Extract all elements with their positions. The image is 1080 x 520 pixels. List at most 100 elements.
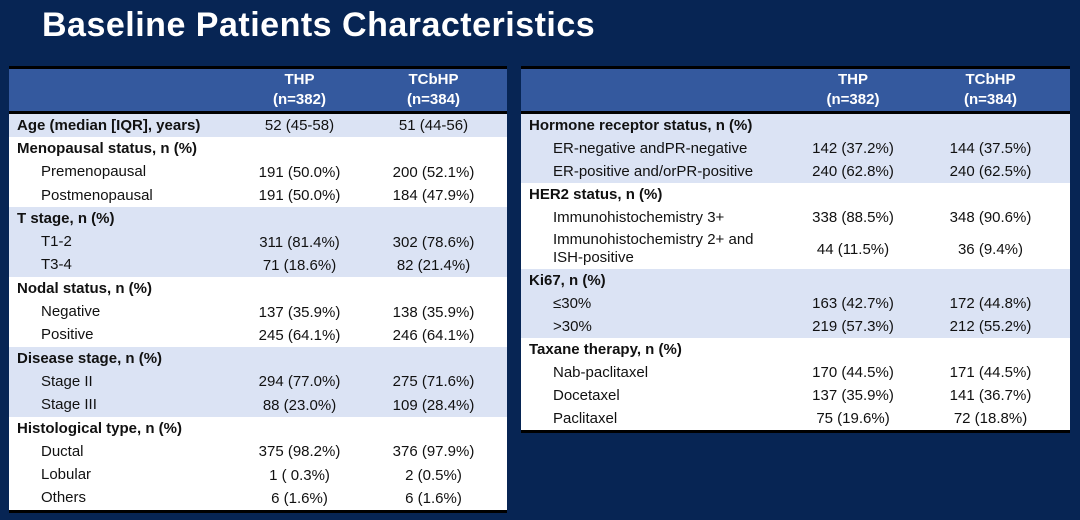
table-row: Disease stage, n (%) xyxy=(9,346,507,371)
page-title: Baseline Patients Characteristics xyxy=(42,6,596,44)
table-row: ≤30% 163 (42.7%) 172 (44.8%) xyxy=(521,292,1070,315)
header-col-thp-n: (n=382) xyxy=(273,91,326,108)
header-col-thp: THP (n=382) xyxy=(783,70,923,110)
row-label: >30% xyxy=(553,317,592,335)
thp-value: 44 (11.5%) xyxy=(816,240,890,258)
table-row: Docetaxel 137 (35.9%) 141 (36.7%) xyxy=(521,384,1070,407)
header-col-tcbhp: TCbHP (n=384) xyxy=(923,70,1058,110)
row-label: Taxane therapy, n (%) xyxy=(529,340,682,358)
table-row: Premenopausal 191 (50.0%) 200 (52.1%) xyxy=(9,160,507,184)
thp-value: 1 ( 0.3%) xyxy=(269,466,330,484)
thp-value: 311 (81.4%) xyxy=(259,233,340,251)
row-label: Age (median [IQR], years) xyxy=(17,116,201,134)
row-label: Histological type, n (%) xyxy=(17,419,183,437)
table-row: Taxane therapy, n (%) xyxy=(521,338,1070,361)
thp-value: 338 (88.5%) xyxy=(812,209,894,226)
tcbhp-value: 171 (44.5%) xyxy=(949,364,1032,381)
row-label: Negative xyxy=(41,303,101,321)
row-label: Lobular xyxy=(41,466,92,484)
row-label: Paclitaxel xyxy=(553,409,618,427)
table-row: Nodal status, n (%) xyxy=(9,277,507,301)
row-label: ER-negative andPR-negative xyxy=(553,139,748,157)
row-label: ≤30% xyxy=(553,294,592,312)
thp-value: 375 (98.2%) xyxy=(258,443,341,461)
tcbhp-value: 36 (9.4%) xyxy=(957,240,1024,258)
header-col-tcbhp-n: (n=384) xyxy=(964,91,1017,108)
row-label: Immunohistochemistry 2+ and ISH-positive xyxy=(553,231,754,266)
table-row: Lobular 1 ( 0.3%) 2 (0.5%) xyxy=(9,463,507,487)
thp-value: 170 (44.5%) xyxy=(812,364,894,381)
row-label: Others xyxy=(41,489,87,507)
row-label: Premenopausal xyxy=(41,163,147,181)
row-label: Ductal xyxy=(41,442,84,460)
table-row: Positive 245 (64.1%) 246 (64.1%) xyxy=(9,323,507,347)
tcbhp-value: 109 (28.4%) xyxy=(392,396,475,414)
table-row: ER-positive and/orPR-positive 240 (62.8%)… xyxy=(521,160,1070,183)
table-row: Ductal 375 (98.2%) 376 (97.9%) xyxy=(9,440,507,464)
thp-value: 294 (77.0%) xyxy=(258,373,341,391)
tcbhp-value: 144 (37.5%) xyxy=(949,140,1032,157)
tcbhp-value: 82 (21.4%) xyxy=(396,256,471,274)
tcbhp-value: 6 (1.6%) xyxy=(405,489,462,507)
table-row: Nab-paclitaxel 170 (44.5%) 171 (44.5%) xyxy=(521,361,1070,384)
thp-value: 137 (35.9%) xyxy=(258,303,341,321)
row-label: Disease stage, n (%) xyxy=(17,349,163,367)
table-row: T1-2 311 (81.4%) 302 (78.6%) xyxy=(9,230,507,254)
row-label: Immunohistochemistry 3+ xyxy=(553,208,725,226)
header-col-tcbhp-name: TCbHP xyxy=(408,71,459,88)
table-row: T stage, n (%) xyxy=(9,207,507,231)
thp-value: 245 (64.1%) xyxy=(258,326,341,344)
row-label: Stage III xyxy=(41,396,97,414)
header-col-tcbhp: TCbHP (n=384) xyxy=(372,70,495,110)
row-label: Stage II xyxy=(41,372,93,390)
row-label: T stage, n (%) xyxy=(17,209,115,227)
table-row: Hormone receptor status, n (%) xyxy=(521,114,1070,137)
header-col-thp: THP (n=382) xyxy=(227,70,372,110)
row-label: Postmenopausal xyxy=(41,186,153,204)
table-body: Hormone receptor status, n (%) ER-negativ… xyxy=(521,114,1070,430)
table-row: Others 6 (1.6%) 6 (1.6%) xyxy=(9,486,507,511)
tcbhp-value: 51 (44-56) xyxy=(398,117,469,135)
tcbhp-value: 184 (47.9%) xyxy=(392,187,475,205)
thp-value: 240 (62.8%) xyxy=(812,163,894,180)
table-header: THP (n=382) TCbHP (n=384) xyxy=(9,69,507,114)
table-row: Stage III 88 (23.0%) 109 (28.4%) xyxy=(9,393,507,417)
table-row: Ki67, n (%) xyxy=(521,269,1070,292)
row-label: Hormone receptor status, n (%) xyxy=(529,116,753,134)
tcbhp-value: 348 (90.6%) xyxy=(949,209,1032,226)
tcbhp-value: 376 (97.9%) xyxy=(392,443,475,461)
header-col-thp-name: THP xyxy=(838,71,868,88)
row-label: Nodal status, n (%) xyxy=(17,279,153,297)
row-label: Positive xyxy=(41,326,94,344)
row-label: Menopausal status, n (%) xyxy=(17,139,198,157)
row-label: Nab-paclitaxel xyxy=(553,363,649,381)
table-row: Negative 137 (35.9%) 138 (35.9%) xyxy=(9,300,507,324)
tcbhp-value: 302 (78.6%) xyxy=(392,233,475,251)
thp-value: 219 (57.3%) xyxy=(812,318,894,335)
thp-value: 6 (1.6%) xyxy=(271,489,328,507)
thp-value: 137 (35.9%) xyxy=(812,387,894,404)
row-label: Docetaxel xyxy=(553,386,620,404)
thp-value: 142 (37.2%) xyxy=(812,140,894,157)
tcbhp-value: 72 (18.8%) xyxy=(953,410,1028,427)
thp-value: 163 (42.7%) xyxy=(812,295,894,312)
table-row: HER2 status, n (%) xyxy=(521,183,1070,206)
table-row: Immunohistochemistry 3+ 338 (88.5%) 348 (9… xyxy=(521,206,1070,229)
header-col-thp-name: THP xyxy=(284,71,315,88)
row-label: ER-positive and/orPR-positive xyxy=(553,162,754,180)
tcbhp-value: 212 (55.2%) xyxy=(949,318,1032,335)
table-row: Menopausal status, n (%) xyxy=(9,137,507,161)
table-row: ER-negative andPR-negative 142 (37.2%) 144… xyxy=(521,137,1070,160)
tcbhp-value: 246 (64.1%) xyxy=(392,326,475,344)
thp-value: 88 (23.0%) xyxy=(262,396,337,414)
tcbhp-value: 172 (44.8%) xyxy=(949,295,1032,312)
table-header: THP (n=382) TCbHP (n=384) xyxy=(521,69,1070,114)
table-row: Postmenopausal 191 (50.0%) 184 (47.9%) xyxy=(9,183,507,208)
row-label: Ki67, n (%) xyxy=(529,271,606,289)
row-label: HER2 status, n (%) xyxy=(529,185,663,203)
header-col-thp-n: (n=382) xyxy=(826,91,880,108)
thp-value: 191 (50.0%) xyxy=(258,163,341,181)
tcbhp-value: 275 (71.6%) xyxy=(392,373,475,391)
row-label: T3-4 xyxy=(41,256,72,274)
